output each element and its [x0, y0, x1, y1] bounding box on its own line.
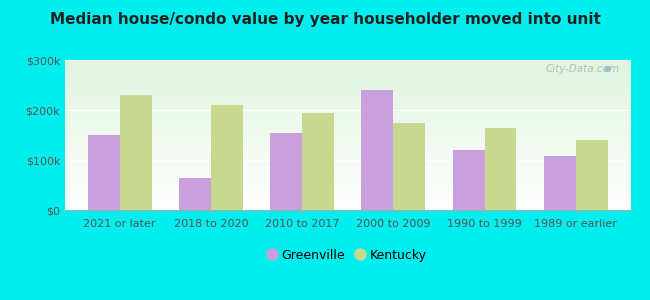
- Text: ●: ●: [603, 64, 611, 74]
- Text: Median house/condo value by year householder moved into unit: Median house/condo value by year househo…: [49, 12, 601, 27]
- Bar: [211, 105, 243, 210]
- Bar: [302, 112, 334, 210]
- Bar: [544, 156, 576, 210]
- Bar: [361, 90, 393, 210]
- Text: City-Data.com: City-Data.com: [545, 64, 619, 74]
- Bar: [452, 150, 484, 210]
- Bar: [393, 122, 425, 210]
- Bar: [179, 178, 211, 210]
- Bar: [120, 95, 151, 210]
- Legend: Greenville, Kentucky: Greenville, Kentucky: [264, 244, 432, 267]
- Bar: [88, 135, 120, 210]
- Bar: [270, 133, 302, 210]
- Bar: [484, 128, 517, 210]
- Bar: [576, 140, 608, 210]
